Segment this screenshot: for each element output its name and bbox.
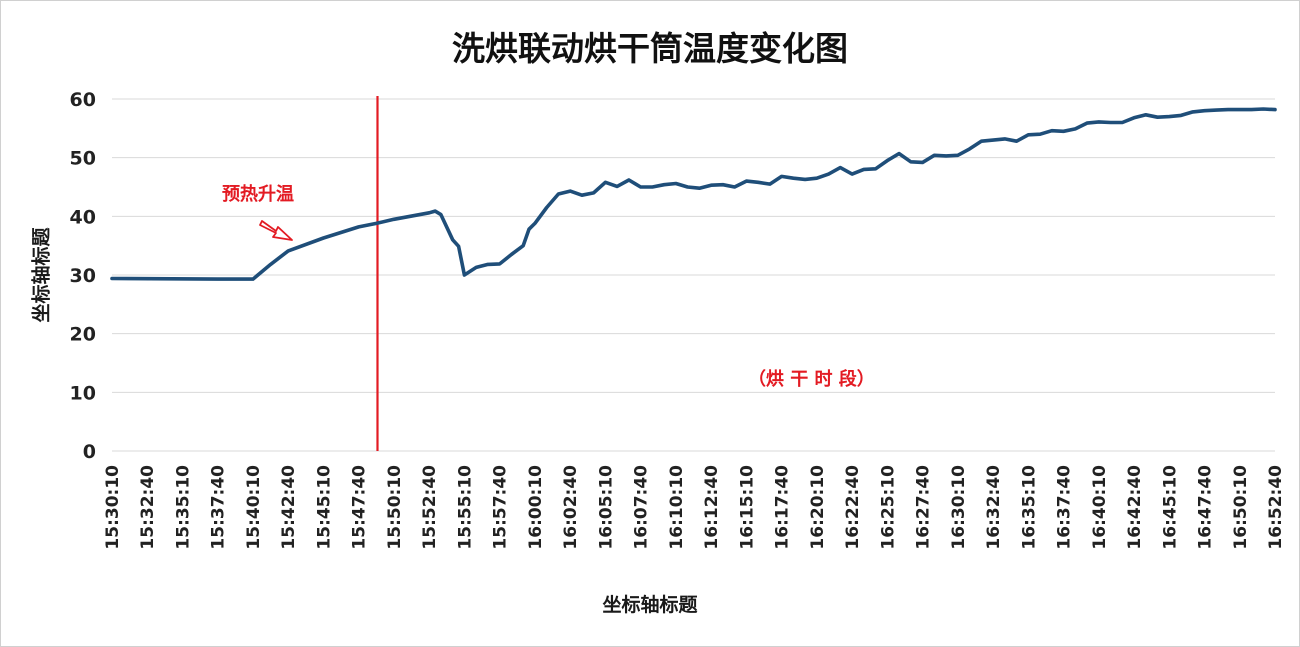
x-tick-label: 15:45:10 [314, 465, 334, 550]
y-tick-label: 30 [70, 265, 96, 287]
x-tick-label: 16:00:10 [526, 465, 546, 550]
x-tick-label: 15:42:40 [279, 465, 299, 550]
x-axis-title: 坐标轴标题 [602, 594, 698, 616]
x-tick-label: 16:10:10 [667, 465, 687, 550]
x-tick-label: 16:50:10 [1231, 465, 1251, 550]
x-tick-label: 16:12:40 [702, 465, 722, 550]
gridlines [112, 98, 1275, 452]
x-tick-label: 16:30:10 [949, 465, 969, 550]
annotation-preheat: 预热升温 [222, 183, 294, 205]
x-tick-label: 15:52:40 [420, 465, 440, 550]
x-tick-label: 15:35:10 [173, 465, 193, 550]
x-tick-labels: 15:30:10 15:32:40 15:35:10 15:37:40 15:40:10… [103, 465, 1286, 550]
x-tick-label: 16:05:10 [596, 465, 616, 550]
x-tick-label: 16:52:40 [1266, 465, 1286, 550]
x-tick-label: 15:40:10 [244, 465, 264, 550]
x-tick-label: 16:42:40 [1125, 465, 1145, 550]
x-tick-label: 16:07:40 [632, 465, 652, 550]
x-tick-label: 16:17:40 [773, 465, 793, 550]
x-tick-label: 15:57:40 [491, 465, 511, 550]
y-tick-label: 50 [70, 148, 96, 170]
x-tick-label: 16:45:10 [1160, 465, 1180, 550]
x-tick-label: 15:47:40 [350, 465, 370, 550]
x-tick-label: 16:25:10 [878, 465, 898, 550]
arrow-icon [259, 220, 293, 241]
y-tick-label: 20 [70, 324, 96, 346]
x-tick-label: 16:02:40 [561, 465, 581, 550]
annotation-drying: （烘 干 时 段） [748, 368, 875, 390]
x-tick-label: 16:20:10 [808, 465, 828, 550]
x-tick-label: 16:15:10 [737, 465, 757, 550]
x-tick-label: 16:22:40 [843, 465, 863, 550]
x-tick-label: 16:37:40 [1055, 465, 1075, 550]
y-tick-label: 60 [70, 89, 96, 111]
y-tick-label: 0 [83, 441, 96, 463]
x-tick-label: 15:32:40 [138, 465, 158, 550]
x-tick-label: 15:30:10 [103, 465, 123, 550]
y-tick-labels: 0 10 20 30 40 50 60 [70, 89, 96, 463]
x-tick-label: 15:50:10 [385, 465, 405, 550]
y-tick-label: 10 [70, 382, 96, 404]
x-tick-label: 16:32:40 [984, 465, 1004, 550]
x-tick-label: 16:27:40 [914, 465, 934, 550]
x-tick-label: 16:40:10 [1090, 465, 1110, 550]
x-tick-label: 16:35:10 [1019, 465, 1039, 550]
x-tick-label: 16:47:40 [1196, 465, 1216, 550]
series-line [110, 107, 1277, 281]
chart-title: 洗烘联动烘干筒温度变化图 [452, 29, 848, 68]
x-tick-label: 15:37:40 [209, 465, 229, 550]
x-tick-label: 15:55:10 [455, 465, 475, 550]
y-tick-label: 40 [70, 206, 96, 228]
